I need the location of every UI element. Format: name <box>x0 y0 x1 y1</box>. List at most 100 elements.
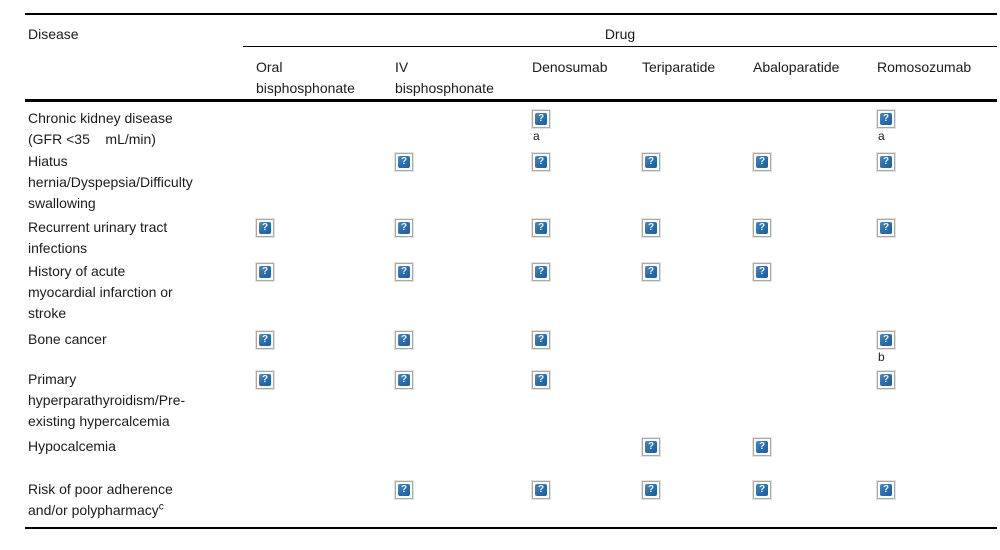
column-header-teriparatide: Teriparatide <box>642 59 716 75</box>
drug-cell: ? <box>382 151 519 217</box>
disease-row-label: Primary hyperparathyroidism/Pre- existin… <box>28 370 186 429</box>
footnote-marker: a <box>533 128 540 143</box>
question-mark-glyph: ? <box>645 440 657 453</box>
question-mark-glyph: ? <box>398 155 410 168</box>
table-group-header-row: Disease Drug <box>25 15 997 47</box>
disease-row-label: Hiatus hernia/Dyspepsia/Difficulty swall… <box>28 152 193 211</box>
question-mark-glyph: ? <box>535 221 547 234</box>
question-mark-glyph: ? <box>535 265 547 278</box>
drug-cell: ? <box>740 261 864 329</box>
table-header-rule <box>25 99 997 102</box>
question-mark-glyph: ? <box>880 373 892 386</box>
broken-image-icon: ? <box>641 261 661 282</box>
broken-image-icon: ? <box>394 369 414 390</box>
question-mark-glyph: ? <box>259 221 271 234</box>
question-mark-glyph: ? <box>756 221 768 234</box>
table-row: Primary hyperparathyroidism/Pre- existin… <box>25 369 997 436</box>
drug-cell <box>243 436 382 479</box>
question-mark-glyph: ? <box>645 483 657 496</box>
disease-row-label: Recurrent urinary tract infections <box>28 218 168 256</box>
column-header-oral-bisphosphonate: Oral bisphosphonate <box>256 59 355 96</box>
question-mark-glyph: ? <box>880 112 892 125</box>
drug-cell <box>519 436 629 479</box>
drug-cell: ? <box>629 217 740 261</box>
broken-image-icon: ? <box>255 369 275 390</box>
drug-cell <box>740 329 864 369</box>
broken-image-icon: ? <box>752 479 772 500</box>
drug-cell <box>382 108 519 151</box>
drug-cell: ? <box>382 329 519 369</box>
broken-image-icon: ? <box>531 108 551 129</box>
broken-image-icon: ? <box>876 108 896 129</box>
broken-image-icon: ? <box>531 151 551 172</box>
broken-image-icon: ? <box>255 329 275 350</box>
drug-cell: ? <box>629 261 740 329</box>
column-header-denosumab: Denosumab <box>532 59 608 75</box>
drug-cell: ? <box>740 436 864 479</box>
broken-image-icon: ? <box>876 329 896 350</box>
column-header-abaloparatide: Abaloparatide <box>753 59 840 75</box>
question-mark-glyph: ? <box>535 333 547 346</box>
drug-cell <box>864 261 997 329</box>
question-mark-glyph: ? <box>398 221 410 234</box>
question-mark-glyph: ? <box>398 483 410 496</box>
question-mark-glyph: ? <box>880 155 892 168</box>
drug-cell: ? <box>519 217 629 261</box>
drug-cell: ? <box>382 479 519 521</box>
table-top-rule <box>25 13 997 15</box>
drug-cell: ? <box>243 329 382 369</box>
broken-image-icon: ? <box>876 217 896 238</box>
drug-cell <box>864 436 997 479</box>
question-mark-glyph: ? <box>535 155 547 168</box>
drug-cell: ? <box>519 329 629 369</box>
drug-cell: ? <box>740 151 864 217</box>
drug-cell: ? <box>243 369 382 436</box>
disease-row-label: History of acute myocardial infarction o… <box>28 262 173 321</box>
drug-cell <box>243 479 382 521</box>
broken-image-icon: ? <box>641 217 661 238</box>
disease-column-header: Disease <box>28 26 79 42</box>
drug-cell: ? <box>382 217 519 261</box>
table-row: Risk of poor adherence and/or polypharma… <box>25 479 997 521</box>
broken-image-icon: ? <box>641 151 661 172</box>
question-mark-glyph: ? <box>756 265 768 278</box>
broken-image-icon: ? <box>531 479 551 500</box>
table-row: Hiatus hernia/Dyspepsia/Difficulty swall… <box>25 151 997 217</box>
column-header-empty <box>25 57 243 99</box>
drug-cell <box>382 436 519 479</box>
question-mark-glyph: ? <box>535 112 547 125</box>
broken-image-icon: ? <box>876 369 896 390</box>
drug-cell: ? <box>382 261 519 329</box>
disease-drug-table: Disease Drug Oral bisphosphonate IV bisp… <box>25 13 997 529</box>
broken-image-icon: ? <box>752 151 772 172</box>
question-mark-glyph: ? <box>756 483 768 496</box>
broken-image-icon: ? <box>876 151 896 172</box>
question-mark-glyph: ? <box>535 483 547 496</box>
drug-cell <box>243 108 382 151</box>
table-row: Recurrent urinary tract infections?????? <box>25 217 997 261</box>
question-mark-glyph: ? <box>259 265 271 278</box>
table-bottom-rule <box>25 526 997 529</box>
drug-cell <box>629 329 740 369</box>
drug-cell: ? <box>519 151 629 217</box>
disease-row-label: Hypocalcemia <box>28 437 116 454</box>
question-mark-glyph: ? <box>535 373 547 386</box>
question-mark-glyph: ? <box>259 373 271 386</box>
broken-image-icon: ? <box>394 261 414 282</box>
broken-image-icon: ? <box>531 369 551 390</box>
table-row: Chronic kidney disease (GFR <35 mL/min)?… <box>25 108 997 151</box>
drug-cell <box>740 369 864 436</box>
broken-image-icon: ? <box>641 479 661 500</box>
drug-cell <box>740 108 864 151</box>
drug-cell: ? <box>519 369 629 436</box>
broken-image-icon: ? <box>531 217 551 238</box>
broken-image-icon: ? <box>531 329 551 350</box>
drug-cell: ? <box>243 261 382 329</box>
question-mark-glyph: ? <box>645 155 657 168</box>
broken-image-icon: ? <box>531 261 551 282</box>
question-mark-glyph: ? <box>756 155 768 168</box>
question-mark-glyph: ? <box>398 373 410 386</box>
broken-image-icon: ? <box>394 151 414 172</box>
drug-cell: ? <box>243 217 382 261</box>
broken-image-icon: ? <box>641 436 661 457</box>
